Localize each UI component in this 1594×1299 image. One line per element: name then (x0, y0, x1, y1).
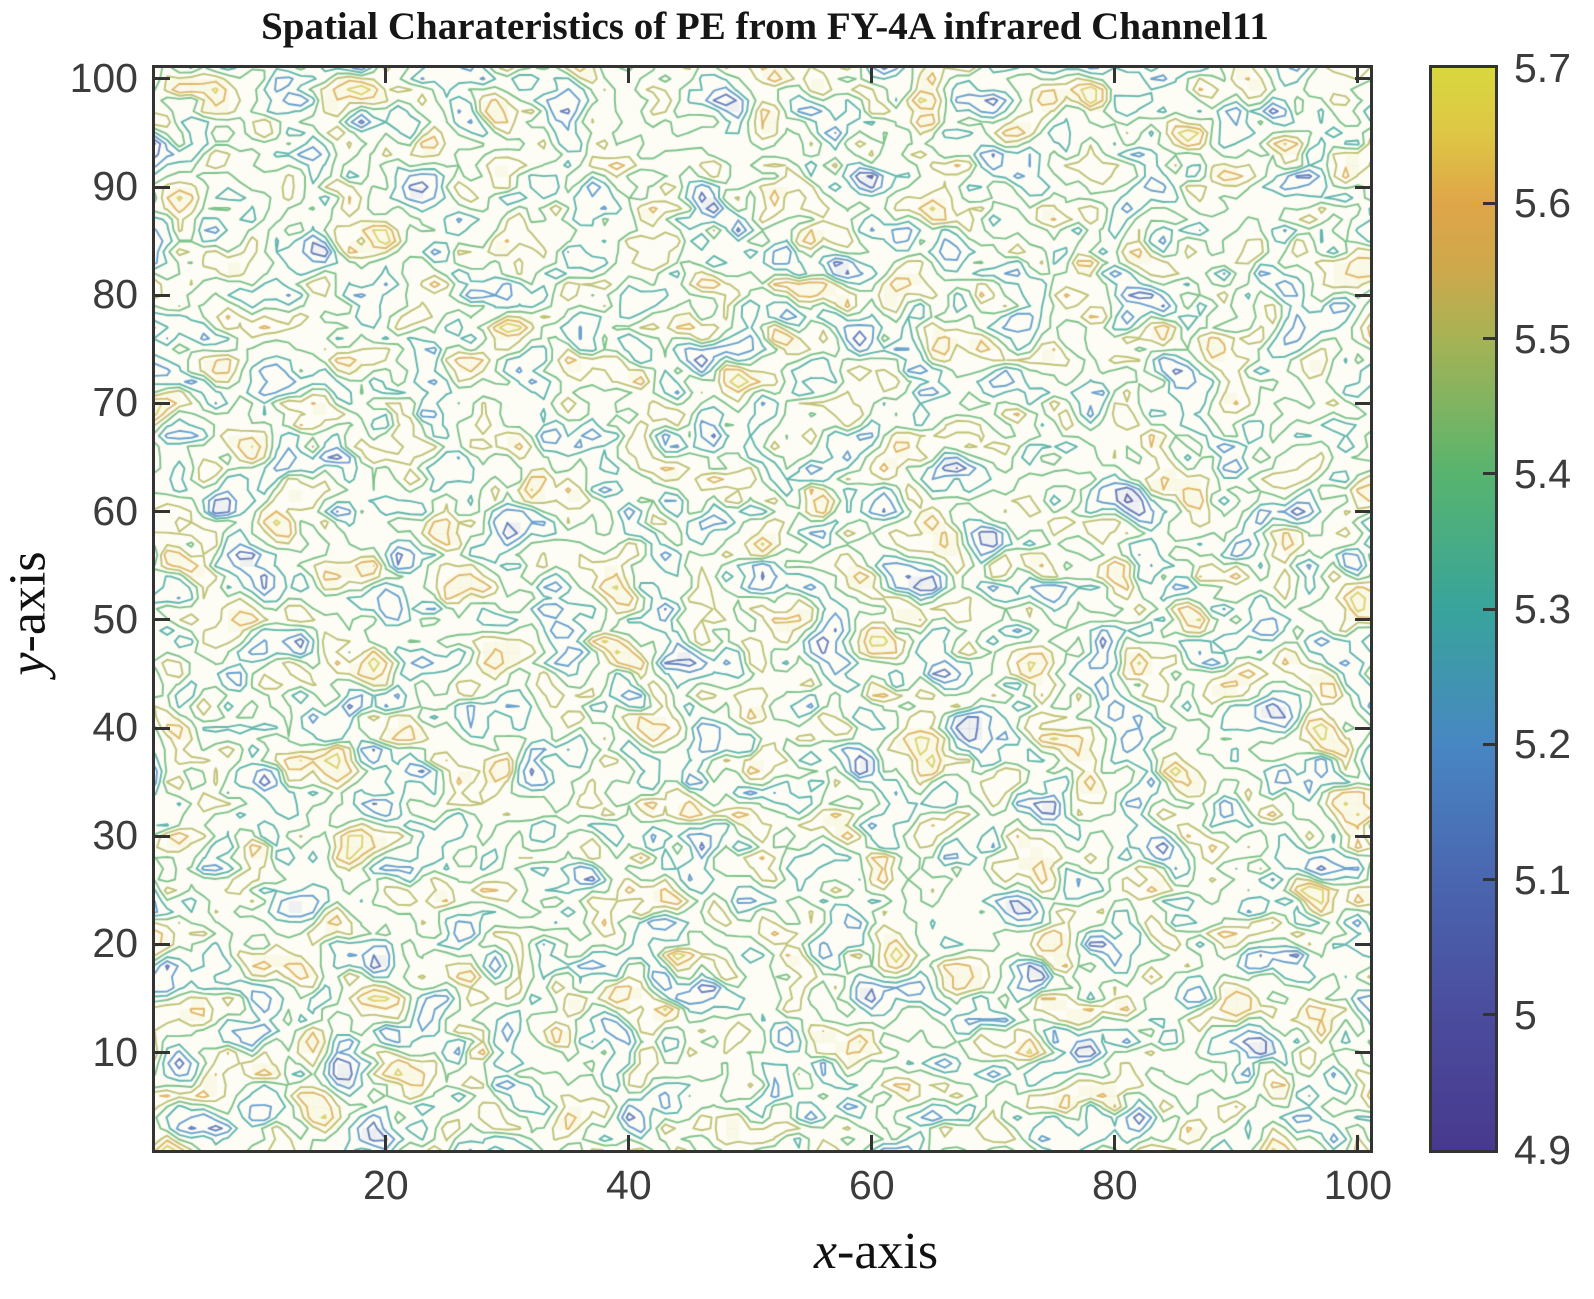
colorbar-tick-label: 5.4 (1514, 450, 1571, 497)
y-tick (155, 1051, 170, 1055)
y-tick (155, 834, 170, 838)
colorbar-tick-label: 4.9 (1514, 1127, 1571, 1173)
y-tick-mirror (1355, 510, 1370, 514)
y-tick-mirror (1355, 834, 1370, 838)
colorbar-tick-label: 5.5 (1514, 315, 1571, 362)
x-tick (627, 1135, 631, 1150)
colorbar-tick (1483, 742, 1495, 746)
x-tick-mirror (384, 68, 388, 83)
colorbar-tick (1483, 201, 1495, 205)
y-tick (155, 185, 170, 189)
colorbar-tick (1483, 878, 1495, 881)
y-tick-label: 30 (92, 812, 138, 859)
x-tick-mirror (627, 68, 631, 83)
y-tick-label: 50 (92, 595, 138, 642)
y-tick (155, 726, 170, 730)
y-tick-label: 90 (92, 163, 138, 210)
x-tick (1356, 1135, 1360, 1150)
y-tick-label: 70 (92, 379, 138, 426)
chart-title: Spatial Charateristics of PE from FY-4A … (261, 5, 1269, 48)
y-tick (155, 293, 170, 297)
x-tick-mirror (1356, 68, 1360, 83)
x-tick-label: 40 (606, 1162, 652, 1208)
colorbar-tick-label: 5.3 (1514, 586, 1571, 632)
colorbar-tick (1483, 607, 1495, 611)
y-tick-mirror (1355, 185, 1370, 189)
y-tick (155, 77, 170, 81)
y-tick (155, 510, 170, 514)
colorbar-tick (1483, 472, 1495, 476)
x-tick-label: 100 (1323, 1162, 1393, 1208)
y-tick-label: 10 (92, 1028, 138, 1075)
x-tick-mirror (1113, 68, 1117, 83)
x-tick-label: 20 (363, 1162, 409, 1208)
colorbar-tick-label: 5.1 (1514, 856, 1571, 903)
y-tick (155, 401, 170, 405)
contour-plot-canvas (155, 68, 1370, 1150)
y-tick-mirror (1355, 618, 1370, 622)
y-tick-label: 40 (92, 704, 138, 751)
x-tick (870, 1135, 874, 1150)
x-tick-label: 80 (1092, 1162, 1138, 1208)
y-tick (155, 618, 170, 622)
y-tick-label: 80 (92, 271, 138, 318)
x-tick-mirror (870, 68, 874, 83)
plot-area (152, 65, 1373, 1153)
y-tick-label: 100 (69, 54, 138, 101)
y-tick-mirror (1355, 77, 1370, 81)
colorbar-tick-label: 5.6 (1514, 180, 1571, 227)
y-tick (155, 942, 170, 946)
y-tick-mirror (1355, 1051, 1370, 1055)
colorbar-tick-label: 5 (1514, 991, 1537, 1038)
y-tick-mirror (1355, 293, 1370, 297)
x-tick (384, 1135, 388, 1150)
y-tick-mirror (1355, 942, 1370, 946)
y-tick-label: 20 (92, 920, 138, 967)
y-tick-mirror (1355, 401, 1370, 405)
x-tick (1113, 1135, 1117, 1150)
y-tick-mirror (1355, 726, 1370, 730)
x-axis-label: x-axis (813, 1223, 939, 1280)
colorbar-tick-label: 5.7 (1514, 45, 1571, 91)
x-tick-label: 60 (849, 1162, 895, 1208)
colorbar-tick-label: 5.2 (1514, 721, 1571, 768)
colorbar-tick (1483, 337, 1495, 340)
y-tick-label: 60 (92, 487, 138, 534)
colorbar-tick (1483, 1013, 1495, 1017)
